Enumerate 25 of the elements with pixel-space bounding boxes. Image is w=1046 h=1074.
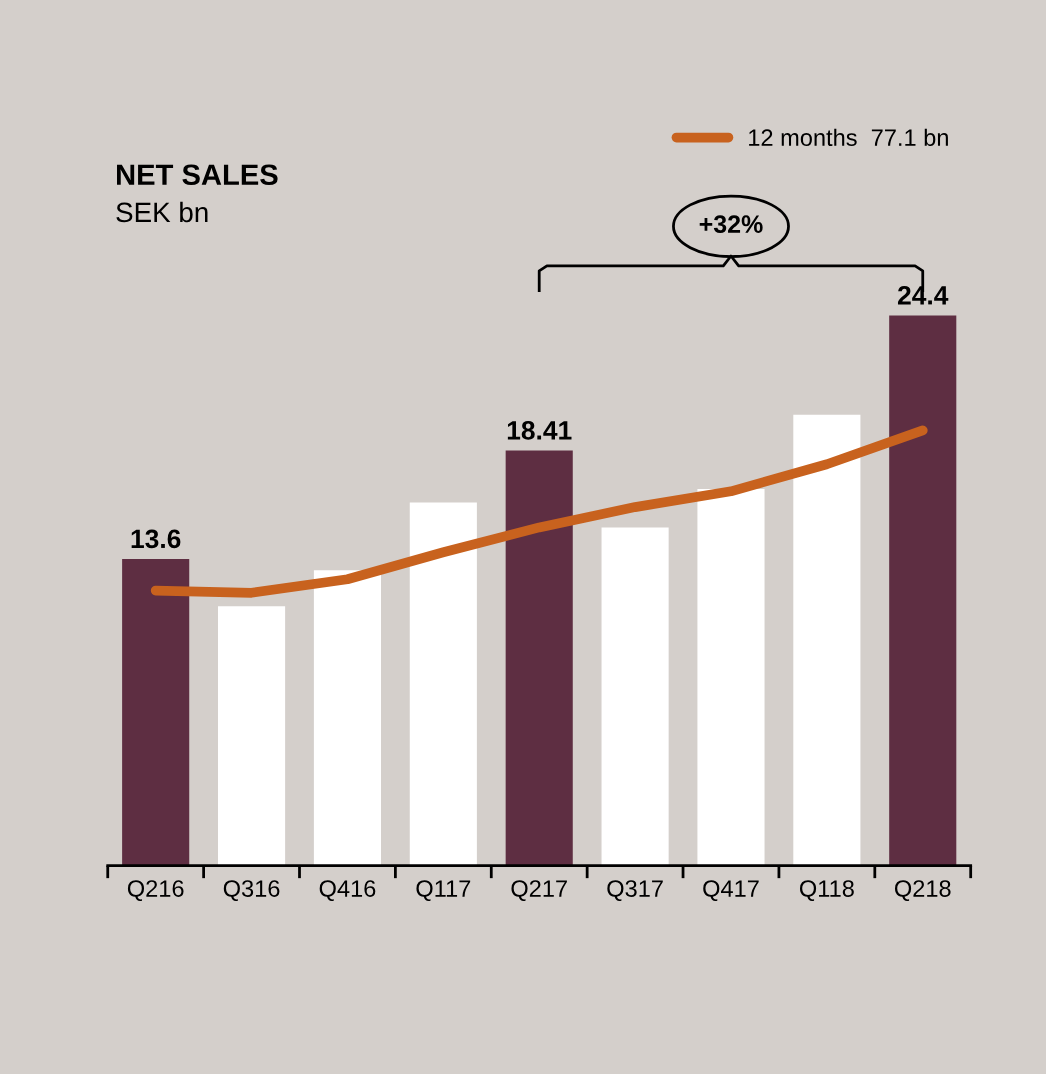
x-tick-label: Q117 <box>416 880 471 902</box>
x-tick-label: Q217 <box>511 880 567 902</box>
bar <box>505 450 573 866</box>
data-label: 13.6 <box>131 529 181 549</box>
bar <box>122 558 190 866</box>
x-tick-label: Q317 <box>607 880 663 902</box>
bar <box>601 527 669 866</box>
text: +32% <box>699 215 763 234</box>
chart-title: NET SALES <box>117 164 278 186</box>
chart-subtitle: SEK bn <box>116 201 208 223</box>
data-label: 18.41 <box>507 421 572 440</box>
bar <box>409 502 477 866</box>
x-tick-label: Q216 <box>127 880 184 902</box>
bar <box>793 414 861 866</box>
bar <box>697 489 765 866</box>
x-tick-label: Q417 <box>703 880 759 902</box>
bar <box>313 570 382 866</box>
x-tick-label: Q118 <box>799 880 854 902</box>
x-tick-label: Q316 <box>223 880 280 902</box>
data-label: 24.4 <box>897 285 949 305</box>
legend-label: 12 months 77.1 bn <box>749 128 948 147</box>
x-tick-label: Q416 <box>319 880 376 902</box>
x-tick-label: Q218 <box>894 880 951 902</box>
bar <box>218 606 286 866</box>
bar <box>889 315 957 866</box>
